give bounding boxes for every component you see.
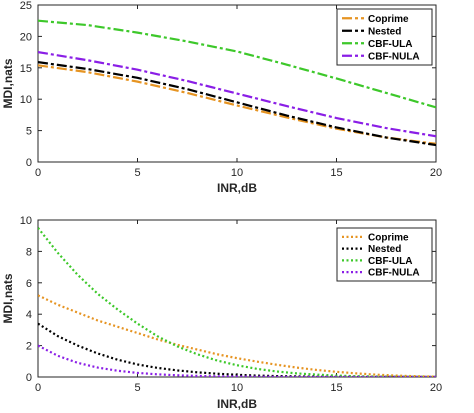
y-tick-label: 0 <box>26 157 32 169</box>
legend-box <box>336 8 433 66</box>
series-line-coprime <box>38 294 436 377</box>
y-tick-label: 15 <box>20 63 32 75</box>
series-line-cbf-nula <box>38 344 436 377</box>
y-tick-label: 6 <box>26 278 32 290</box>
y-tick-label: 25 <box>20 0 32 12</box>
x-tick-label: 15 <box>330 382 342 394</box>
series-line-cbf-nula <box>38 51 436 138</box>
y-tick-label: 5 <box>26 126 32 138</box>
series-lines <box>38 227 436 377</box>
x-tick-label: 20 <box>430 167 442 179</box>
legend-entry: Nested <box>368 26 401 37</box>
legend-entry: CBF-ULA <box>368 256 412 267</box>
legend-entry: CBF-NULA <box>368 51 420 62</box>
x-tick-label: 10 <box>231 167 243 179</box>
x-tick-label: 0 <box>35 167 41 179</box>
series-line-cbf-ula <box>38 19 436 109</box>
y-tick-label: 10 <box>20 94 32 106</box>
y-tick-label: 2 <box>26 341 32 353</box>
series-line-nested <box>38 322 436 377</box>
chart-bottom: 0 5 10 15 20 0 2 4 6 8 10 INR,dB MDI,nats CoprimeNest… <box>1 215 442 411</box>
legend-entry: CBF-NULA <box>368 268 420 279</box>
legend-entry: Coprime <box>368 14 409 25</box>
series-line-nested <box>38 61 436 147</box>
x-tick-label: 5 <box>134 167 140 179</box>
y-axis-label: MDI,nats <box>1 58 15 108</box>
x-tick-label: 5 <box>134 382 140 394</box>
x-axis-label: INR,dB <box>217 397 257 411</box>
x-tick-label: 15 <box>330 167 342 179</box>
y-tick-label: 0 <box>26 372 32 384</box>
series-line-coprime <box>38 64 436 145</box>
x-tick-label: 20 <box>430 382 442 394</box>
legend-entry: Nested <box>368 244 401 255</box>
x-tick-label: 10 <box>231 382 243 394</box>
y-axis-label: MDI,nats <box>1 273 15 323</box>
legend-entry: CBF-ULA <box>368 39 412 50</box>
series-lines <box>38 19 436 147</box>
y-tick-label: 10 <box>20 215 32 227</box>
chart-top: 0 5 10 15 20 0 5 10 15 20 25 INR,dB MDI,nats CoprimeN… <box>1 0 442 195</box>
y-tick-label: 8 <box>26 246 32 258</box>
legend-entry: Coprime <box>368 232 409 243</box>
x-axis-label: INR,dB <box>217 181 257 195</box>
y-tick-label: 20 <box>20 31 32 43</box>
x-tick-label: 0 <box>35 382 41 394</box>
y-tick-label: 4 <box>26 309 32 321</box>
